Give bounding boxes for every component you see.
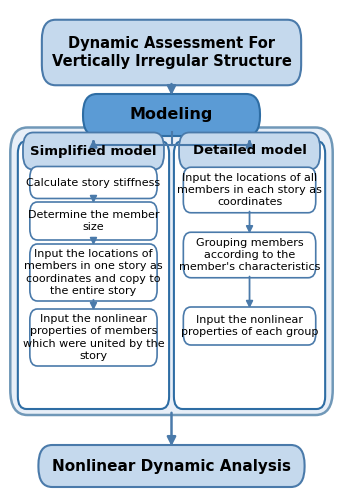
FancyBboxPatch shape	[30, 166, 157, 198]
FancyBboxPatch shape	[183, 232, 316, 278]
FancyBboxPatch shape	[23, 132, 164, 170]
FancyBboxPatch shape	[179, 132, 320, 170]
Text: Detailed model: Detailed model	[193, 144, 306, 158]
Text: Dynamic Assessment For
Vertically Irregular Structure: Dynamic Assessment For Vertically Irregu…	[51, 36, 292, 70]
FancyBboxPatch shape	[30, 309, 157, 366]
FancyBboxPatch shape	[30, 244, 157, 301]
Text: Nonlinear Dynamic Analysis: Nonlinear Dynamic Analysis	[52, 458, 291, 473]
Text: Input the nonlinear
properties of members
which were united by the
story: Input the nonlinear properties of member…	[23, 314, 164, 361]
FancyBboxPatch shape	[38, 445, 305, 487]
FancyBboxPatch shape	[183, 307, 316, 345]
Text: Determine the member
size: Determine the member size	[28, 210, 159, 232]
Text: Grouping members
according to the
member's characteristics: Grouping members according to the member…	[179, 238, 320, 272]
FancyBboxPatch shape	[10, 128, 333, 415]
Text: Input the locations of
members in one story as
coordinates and copy to
the entir: Input the locations of members in one st…	[24, 249, 163, 296]
FancyBboxPatch shape	[18, 141, 169, 409]
Text: Input the nonlinear
properties of each group: Input the nonlinear properties of each g…	[181, 315, 318, 337]
FancyBboxPatch shape	[83, 94, 260, 136]
FancyBboxPatch shape	[30, 202, 157, 240]
FancyBboxPatch shape	[42, 20, 301, 85]
Text: Calculate story stiffness: Calculate story stiffness	[26, 178, 161, 188]
Text: Input the locations of all
members in each story as
coordinates: Input the locations of all members in ea…	[177, 172, 322, 208]
Text: Simplified model: Simplified model	[30, 144, 157, 158]
Text: Modeling: Modeling	[130, 108, 213, 122]
FancyBboxPatch shape	[183, 167, 316, 213]
FancyBboxPatch shape	[174, 141, 325, 409]
